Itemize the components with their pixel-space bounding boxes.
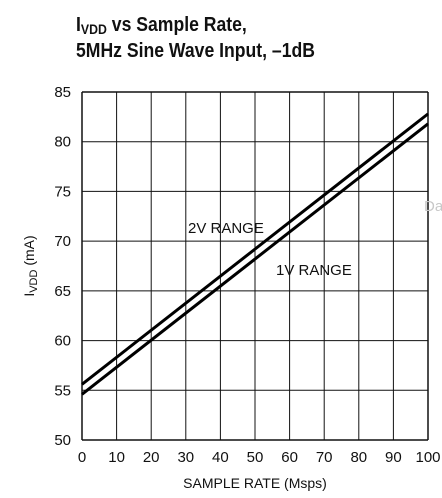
x-tick-label: 100 xyxy=(415,449,440,466)
x-tick-label: 50 xyxy=(247,449,264,466)
chart-title: IVDD vs Sample Rate, xyxy=(76,14,247,37)
series-label-1v-range: 1V RANGE xyxy=(276,262,352,279)
x-tick-label: 90 xyxy=(385,449,402,466)
x-axis-title: SAMPLE RATE (Msps) xyxy=(183,475,327,491)
y-axis-title: IVDD (mA) xyxy=(21,235,40,296)
x-tick-label: 80 xyxy=(350,449,367,466)
series-lines xyxy=(81,112,429,396)
y-tick-label: 75 xyxy=(54,183,71,200)
y-tick-label: 50 xyxy=(54,432,71,449)
x-tick-label: 20 xyxy=(143,449,160,466)
watermark-text: Da xyxy=(424,198,442,215)
x-tick-label: 70 xyxy=(316,449,333,466)
y-tick-label: 80 xyxy=(54,134,71,151)
x-tick-label: 0 xyxy=(78,449,86,466)
chart-subtitle: 5MHz Sine Wave Input, –1dB xyxy=(76,40,315,62)
x-tick-label: 30 xyxy=(177,449,194,466)
x-tick-label: 60 xyxy=(281,449,298,466)
tick-labels: 0 10 20 30 40 50 60 70 80 90 100 50 55 60 65 70 75 80 85 xyxy=(54,84,440,466)
y-tick-label: 65 xyxy=(54,283,71,300)
y-tick-label: 70 xyxy=(54,233,71,250)
x-tick-label: 10 xyxy=(108,449,125,466)
y-tick-label: 60 xyxy=(54,333,71,350)
series-line-1v-range xyxy=(81,122,429,396)
series-label-2v-range: 2V RANGE xyxy=(188,220,264,237)
x-tick-label: 40 xyxy=(212,449,229,466)
grid xyxy=(81,91,429,441)
y-tick-label: 55 xyxy=(54,382,71,399)
series-line-2v-range xyxy=(81,112,429,386)
y-tick-label: 85 xyxy=(54,84,71,101)
